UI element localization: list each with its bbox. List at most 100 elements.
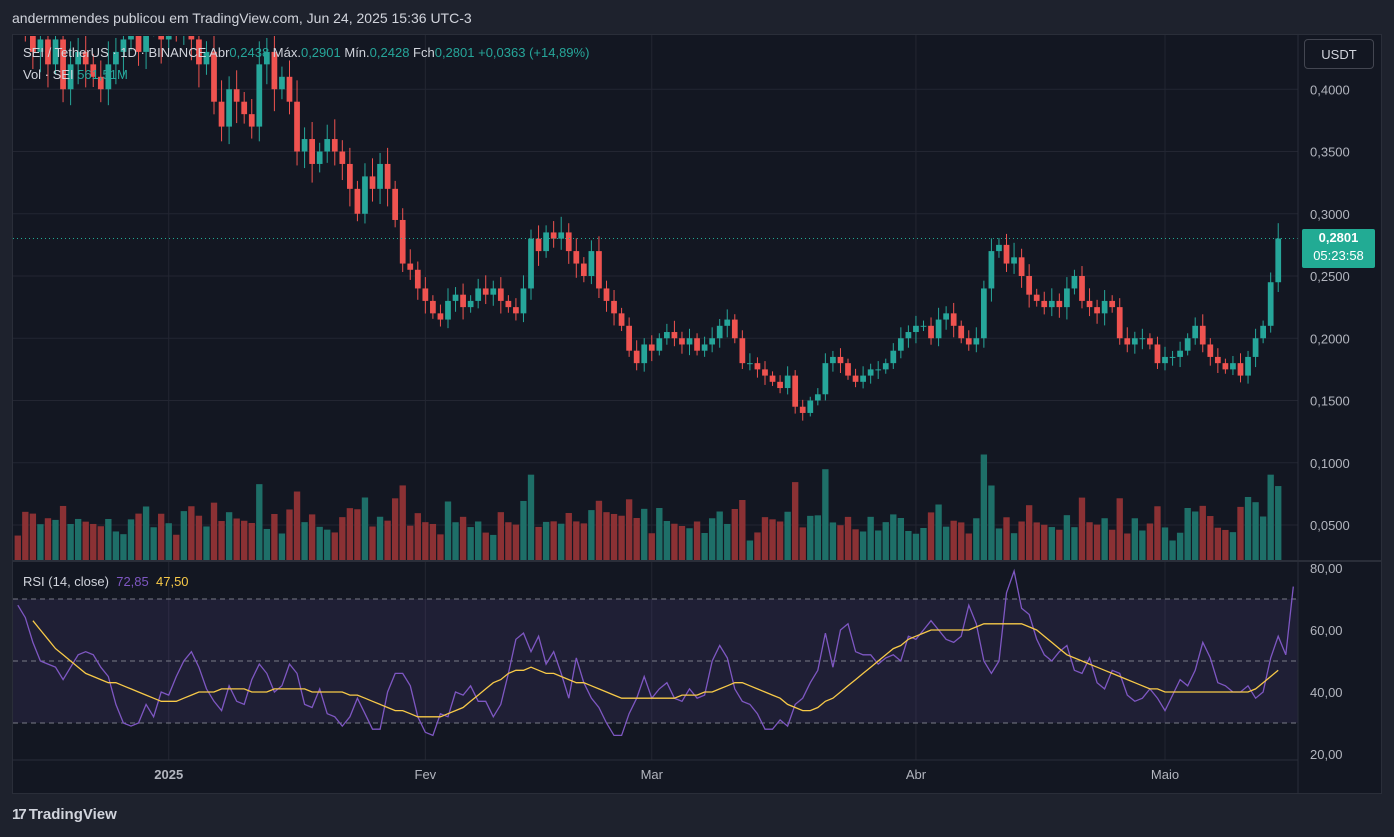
candle-body	[822, 363, 829, 395]
candle-body	[664, 332, 670, 339]
price-tick-label: 0,2500	[1310, 269, 1350, 284]
volume-bar	[180, 511, 187, 561]
volume-bar	[1116, 498, 1123, 561]
candle-body	[82, 51, 89, 65]
rsi-value: 72,85	[116, 574, 149, 589]
volume-bar	[716, 511, 723, 561]
candles	[13, 36, 1298, 421]
volume-bar	[324, 529, 331, 561]
candle-body	[331, 139, 338, 152]
volume-bar	[595, 500, 603, 561]
candle-body	[520, 288, 527, 314]
candle-body	[467, 300, 474, 308]
volume-bar	[165, 523, 172, 561]
candle-body	[452, 294, 459, 301]
volume-bar	[648, 533, 655, 561]
candle-body	[1079, 276, 1085, 301]
candle-body	[1230, 363, 1236, 370]
tradingview-brand[interactable]: 17 TradingView	[12, 806, 117, 823]
candle-body	[339, 151, 346, 164]
volume-bar	[127, 519, 135, 561]
candle-body	[928, 325, 934, 339]
candle-body	[407, 263, 414, 270]
candle-body	[1260, 325, 1266, 339]
candle-body	[52, 39, 59, 65]
volume-bar	[331, 532, 338, 561]
currency-button[interactable]: USDT	[1304, 39, 1374, 69]
candle-body	[482, 288, 489, 295]
candle-body	[90, 64, 97, 77]
rsi-legend[interactable]: RSI (14, close) 72,85 47,50	[23, 574, 189, 589]
candle-body	[837, 356, 844, 364]
candle-body	[671, 332, 678, 339]
volume-bar	[1093, 524, 1101, 561]
volume-bar	[105, 519, 112, 561]
last-price-tag: 0,2801 05:23:58	[1302, 229, 1375, 268]
time-tick-label: Abr	[906, 767, 927, 782]
volume-bar	[308, 514, 316, 561]
candle-body	[105, 64, 112, 90]
volume-bar	[641, 508, 648, 561]
candle-body	[226, 89, 232, 127]
candle-body	[1177, 350, 1183, 357]
candle-body	[641, 344, 648, 364]
volume-bar	[1025, 505, 1033, 561]
volume-bar	[1176, 532, 1184, 561]
candle-body	[799, 406, 806, 413]
candle-body	[513, 307, 519, 314]
volume-bar	[769, 519, 776, 561]
volume-legend[interactable]: Vol · SEI 561,51M	[23, 67, 128, 82]
candle-body	[1199, 325, 1206, 345]
rsi-tick-label: 40,00	[1310, 685, 1343, 700]
candle-body	[1011, 257, 1017, 264]
candle-body	[558, 232, 565, 239]
volume-bar	[414, 513, 421, 561]
candle-body	[497, 288, 504, 301]
rsi-tick-label: 80,00	[1310, 561, 1343, 576]
candle-body	[392, 188, 399, 220]
volume-bar	[1259, 516, 1267, 561]
time-tick-label: Fev	[415, 767, 437, 782]
volume-bar	[376, 516, 384, 561]
volume-bar	[112, 531, 120, 561]
volume-bar	[301, 522, 308, 561]
volume-bar	[1252, 502, 1259, 561]
symbol-legend[interactable]: SEI / TetherUS · 1D · BINANCE Abr0,2438 …	[23, 45, 589, 60]
volume-bar	[1192, 511, 1199, 561]
candle-body	[1245, 356, 1251, 376]
candle-body	[603, 288, 610, 301]
rsi-ma-value: 47,50	[156, 574, 189, 589]
volume-bar	[59, 505, 67, 561]
volume-bar	[558, 523, 565, 561]
candle-body	[211, 51, 217, 102]
candle-body	[701, 344, 708, 351]
chart-frame[interactable]	[12, 34, 1382, 794]
volume-bar	[1041, 524, 1048, 561]
price-tick-label: 0,2000	[1310, 331, 1350, 346]
symbol-name[interactable]: SEI / TetherUS · 1D · BINANCE	[23, 45, 207, 60]
volume-bar	[354, 509, 361, 561]
candle-body	[165, 36, 172, 40]
grid	[13, 35, 1298, 760]
candle-body	[45, 39, 51, 65]
volume-bar	[633, 518, 640, 561]
volume-bar	[361, 497, 369, 561]
volume-bar	[852, 529, 859, 561]
tradingview-logo-icon: 17	[12, 806, 27, 823]
candle-body	[905, 332, 912, 339]
volume-bar	[286, 509, 293, 561]
volume-bar	[142, 506, 150, 561]
volume-bar	[437, 534, 444, 561]
candle-body	[920, 325, 927, 327]
candle-body	[996, 244, 1002, 252]
candle-body	[716, 325, 723, 339]
volume-bar	[407, 525, 414, 561]
candle-body	[762, 369, 768, 376]
volume-bar	[527, 474, 535, 561]
candle-body	[30, 36, 36, 52]
candle-body	[875, 369, 882, 371]
volume-bar	[1101, 518, 1108, 561]
volume-bar	[693, 521, 701, 561]
candle-body	[1071, 276, 1078, 289]
